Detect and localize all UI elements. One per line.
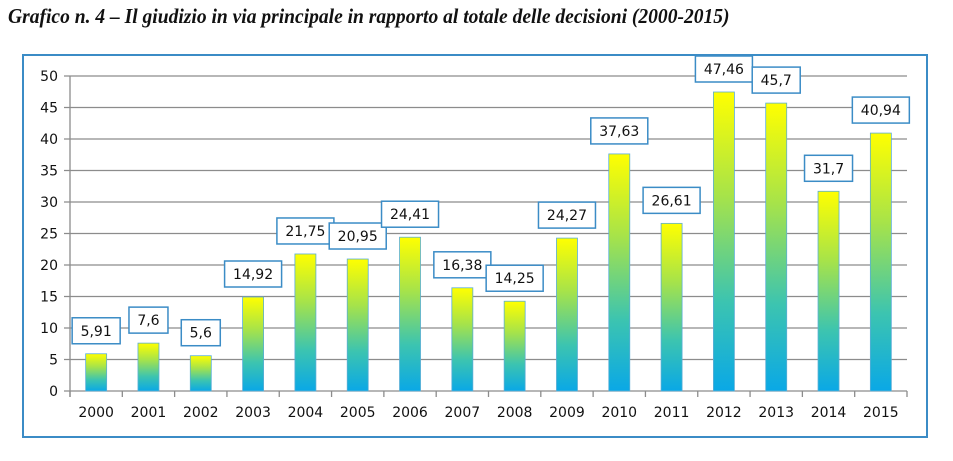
data-label: 5,6 bbox=[190, 326, 212, 342]
data-label: 24,41 bbox=[390, 207, 430, 223]
bar-2004 bbox=[294, 253, 317, 392]
bar-2012 bbox=[713, 91, 735, 392]
data-label-box bbox=[642, 186, 701, 215]
data-label: 40,94 bbox=[861, 103, 901, 119]
y-tick-label: 20 bbox=[40, 258, 58, 274]
data-label-box bbox=[128, 306, 169, 334]
data-label-box bbox=[223, 260, 283, 288]
data-label-box bbox=[71, 317, 121, 345]
data-label: 45,7 bbox=[761, 73, 792, 89]
x-tick-label: 2015 bbox=[863, 405, 899, 421]
data-label: 47,46 bbox=[704, 62, 744, 78]
data-label: 5,91 bbox=[81, 324, 112, 340]
x-tick-label: 2001 bbox=[131, 405, 167, 421]
data-labels: 5,91 7,6 5,6 14,92 21,75 20,95 24,41 16,38 14,25… bbox=[71, 55, 911, 347]
x-tick-label: 2008 bbox=[497, 405, 533, 421]
x-tick-label: 2000 bbox=[78, 405, 114, 421]
y-tick-label: 40 bbox=[40, 132, 58, 148]
bar-2006 bbox=[399, 236, 421, 392]
data-label-box bbox=[751, 66, 801, 94]
y-tick-label: 10 bbox=[40, 321, 58, 337]
y-tick-label: 30 bbox=[40, 195, 58, 211]
data-label-box bbox=[851, 96, 911, 124]
y-axis: 0 5 10 15 20 25 30 35 40 45 50 bbox=[40, 69, 71, 400]
bar-2013 bbox=[765, 102, 788, 392]
bar-2015 bbox=[869, 132, 892, 392]
data-label: 20,95 bbox=[338, 229, 378, 245]
bars bbox=[85, 91, 892, 392]
y-tick-label: 50 bbox=[40, 69, 58, 85]
bar-2001 bbox=[137, 342, 160, 392]
data-label-box bbox=[180, 318, 222, 347]
data-label-box bbox=[433, 251, 492, 279]
data-label: 31,7 bbox=[813, 161, 844, 177]
y-tick-label: 25 bbox=[40, 227, 58, 243]
data-label: 24,27 bbox=[547, 208, 587, 224]
data-label: 7,6 bbox=[137, 313, 159, 329]
data-label-box bbox=[590, 117, 649, 145]
data-label-box bbox=[803, 154, 854, 183]
data-label-box bbox=[380, 200, 440, 228]
y-tick-label: 15 bbox=[40, 290, 58, 306]
bar-2009 bbox=[556, 237, 578, 392]
y-tick-label: 5 bbox=[49, 353, 58, 369]
bar-2003 bbox=[242, 296, 264, 392]
bar-2008 bbox=[503, 300, 526, 392]
x-tick-label: 2007 bbox=[445, 405, 481, 421]
x-tick-label: 2002 bbox=[183, 405, 219, 421]
data-label-box bbox=[537, 201, 597, 229]
y-tick-label: 0 bbox=[49, 384, 58, 400]
x-tick-label: 2010 bbox=[601, 405, 637, 421]
x-axis: 2000 2001 2002 2003 2004 2005 2006 2007 2008 2009… bbox=[69, 391, 908, 421]
chart-title: Grafico n. 4 – Il giudizio in via princi… bbox=[8, 4, 730, 28]
data-label: 14,92 bbox=[233, 267, 273, 283]
x-tick-label: 2013 bbox=[758, 405, 794, 421]
data-label-box bbox=[485, 264, 544, 292]
bar-2014 bbox=[817, 190, 840, 392]
x-tick-label: 2006 bbox=[392, 405, 428, 421]
bar-2010 bbox=[608, 153, 631, 392]
data-label: 21,75 bbox=[285, 224, 325, 240]
x-tick-label: 2012 bbox=[706, 405, 742, 421]
bar-2005 bbox=[346, 258, 369, 392]
x-tick-label: 2004 bbox=[288, 405, 324, 421]
data-label: 26,61 bbox=[652, 193, 692, 209]
data-label: 37,63 bbox=[599, 124, 639, 140]
x-tick-label: 2014 bbox=[811, 405, 847, 421]
data-label: 14,25 bbox=[495, 271, 535, 287]
bar-2000 bbox=[85, 353, 108, 392]
bar-2007 bbox=[451, 287, 474, 392]
data-label-box bbox=[328, 222, 387, 250]
data-label: 16,38 bbox=[442, 258, 482, 274]
y-tick-label: 45 bbox=[40, 101, 58, 117]
x-tick-label: 2005 bbox=[340, 405, 376, 421]
bar-2011 bbox=[660, 222, 683, 392]
y-tick-label: 35 bbox=[40, 164, 58, 180]
x-tick-label: 2011 bbox=[654, 405, 690, 421]
bar-2002 bbox=[189, 355, 212, 392]
x-tick-label: 2009 bbox=[549, 405, 585, 421]
x-tick-label: 2003 bbox=[235, 405, 271, 421]
